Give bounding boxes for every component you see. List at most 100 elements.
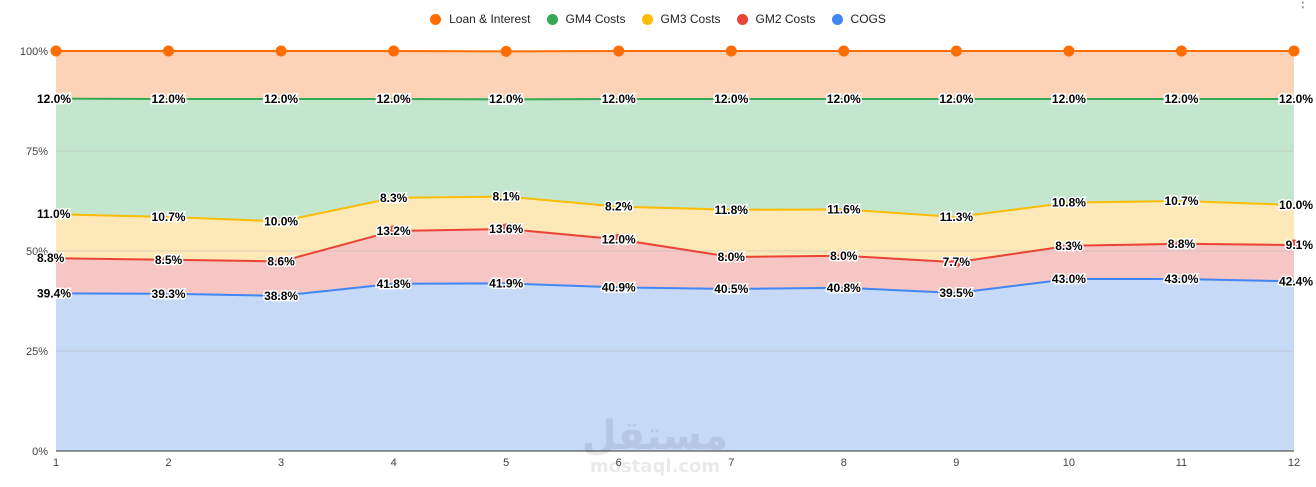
gm4-costs-data-label: 26.9% [602,92,636,106]
cogs-data-label: 43.0% [1052,272,1086,286]
legend-item-gm3-costs[interactable]: GM3 Costs [641,12,721,26]
gm2-costs-point [163,254,175,266]
gm4-costs-data-label: 30.6% [264,92,298,106]
legend-label: GM4 Costs [565,12,626,26]
loan-interest-point [500,45,512,57]
legend-label: COGS [850,12,886,26]
loan-interest-data-label: 12.0% [489,92,523,106]
x-tick-label: 9 [953,457,959,469]
gm3-costs-data-label: 8.1% [493,190,521,204]
legend-item-cogs[interactable]: COGS [831,12,886,26]
gm3-costs-data-label: 10.7% [1164,194,1198,208]
cogs-line [55,278,1295,297]
gm3-costs-data-label: 11.0% [37,207,71,221]
gm2-costs-point [388,225,400,237]
loan-interest-data-label: 12.0% [1279,92,1313,106]
gm3-costs-data-label: 11.6% [827,202,861,216]
y-tick-label: 50% [26,246,48,258]
legend-label: Loan & Interest [449,12,531,26]
y-tick-label: 75% [26,146,48,158]
legend-item-loan-interest[interactable]: Loan & Interest [430,12,531,26]
cogs-data-label: 41.9% [489,276,523,290]
legend-label: GM3 Costs [660,12,721,26]
legend-item-gm4-costs[interactable]: GM4 Costs [546,12,626,26]
gm2-costs-line [55,227,1295,264]
x-tick-label: 4 [391,457,397,469]
gm3-costs-data-label: 10.8% [1052,196,1086,210]
cogs-data-label: 40.9% [602,280,636,294]
gm2-costs-data-label: 8.6% [267,254,295,268]
gm2-costs-data-label: 13.6% [489,222,523,236]
x-tick-label: 3 [278,457,284,469]
gm2-costs-data-label: 9.1% [1286,238,1314,252]
cogs-data-label: 39.5% [939,286,973,300]
gm3-costs-data-label: 8.3% [380,191,408,205]
loan-interest-point [1063,45,1075,57]
loan-interest-point [275,45,287,57]
loan-interest-point [725,45,737,57]
loan-interest-point [163,45,175,57]
gm2-costs-data-label: 7.7% [943,255,971,269]
legend-marker-icon [641,13,653,25]
gm2-costs-point [275,255,287,267]
gm4-costs-data-label: 27.7% [714,92,748,106]
loan-interest-data-label: 12.0% [1052,92,1086,106]
gm2-costs-data-label: 8.8% [1168,237,1196,251]
cogs-data-label: 39.4% [37,286,71,300]
y-tick-label: 0% [32,446,48,458]
x-tick-label: 1 [53,457,59,469]
gm2-costs-data-label: 8.5% [155,253,183,267]
legend-marker-icon [736,13,748,25]
cogs-data-label: 39.3% [152,287,186,301]
gm2-costs-data-label: 8.3% [1055,239,1083,253]
chart-legend: Loan & Interest GM4 Costs GM3 Costs GM2 Cos… [0,12,1316,26]
gm2-costs-data-label: 8.8% [37,251,65,265]
gm4-costs-area [56,98,1294,222]
x-tick-label: 12 [1288,457,1300,469]
gm2-costs-data-label: 8.0% [718,250,746,264]
gm2-costs-point [613,233,625,245]
x-tick-label: 2 [165,457,171,469]
gm2-costs-point [1063,240,1075,252]
cogs-data-label: 41.8% [377,277,411,291]
gm2-costs-point [950,256,962,268]
gm2-costs-data-label: 12.0% [602,232,636,246]
gm4-costs-data-label: 29.5% [939,92,973,106]
gm4-costs-data-label: 27.6% [827,92,861,106]
gm3-costs-line [55,195,1295,223]
x-tick-label: 5 [503,457,509,469]
legend-marker-icon [430,13,442,25]
gm4-costs-line [55,97,1294,101]
x-tick-label: 6 [616,457,622,469]
gm2-costs-point [1175,238,1187,250]
gm4-costs-data-label: 24.3% [489,92,523,106]
gm4-costs-data-label: 26.5% [1279,92,1313,106]
loan-interest-point [613,45,625,57]
loan-interest-data-label: 12.0% [377,92,411,106]
gm3-costs-data-label: 10.0% [264,214,298,228]
gm2-costs-point [500,223,512,235]
legend-item-gm2-costs[interactable]: GM2 Costs [736,12,816,26]
gm3-costs-area [56,196,1294,263]
more-options-icon[interactable]: ⋮ [1296,0,1310,11]
gm2-costs-area [56,229,1294,296]
gm4-costs-data-label: 24.7% [377,92,411,106]
legend-marker-icon [546,13,558,25]
loan-interest-data-label: 12.0% [939,92,973,106]
loan-interest-point [1175,45,1187,57]
cogs-data-label: 42.4% [1279,274,1313,288]
loan-interest-point [950,45,962,57]
loan-interest-data-label: 12.0% [714,92,748,106]
loan-interest-point [1288,45,1300,57]
legend-label: GM2 Costs [755,12,816,26]
loan-interest-point [388,45,400,57]
x-tick-label: 7 [728,457,734,469]
gm2-costs-data-label: 8.0% [830,249,858,263]
cogs-area [56,279,1294,451]
loan-interest-data-label: 12.0% [602,92,636,106]
y-tick-label: 25% [26,346,48,358]
loan-interest-data-label: 12.0% [152,92,186,106]
x-tick-label: 11 [1176,457,1187,469]
